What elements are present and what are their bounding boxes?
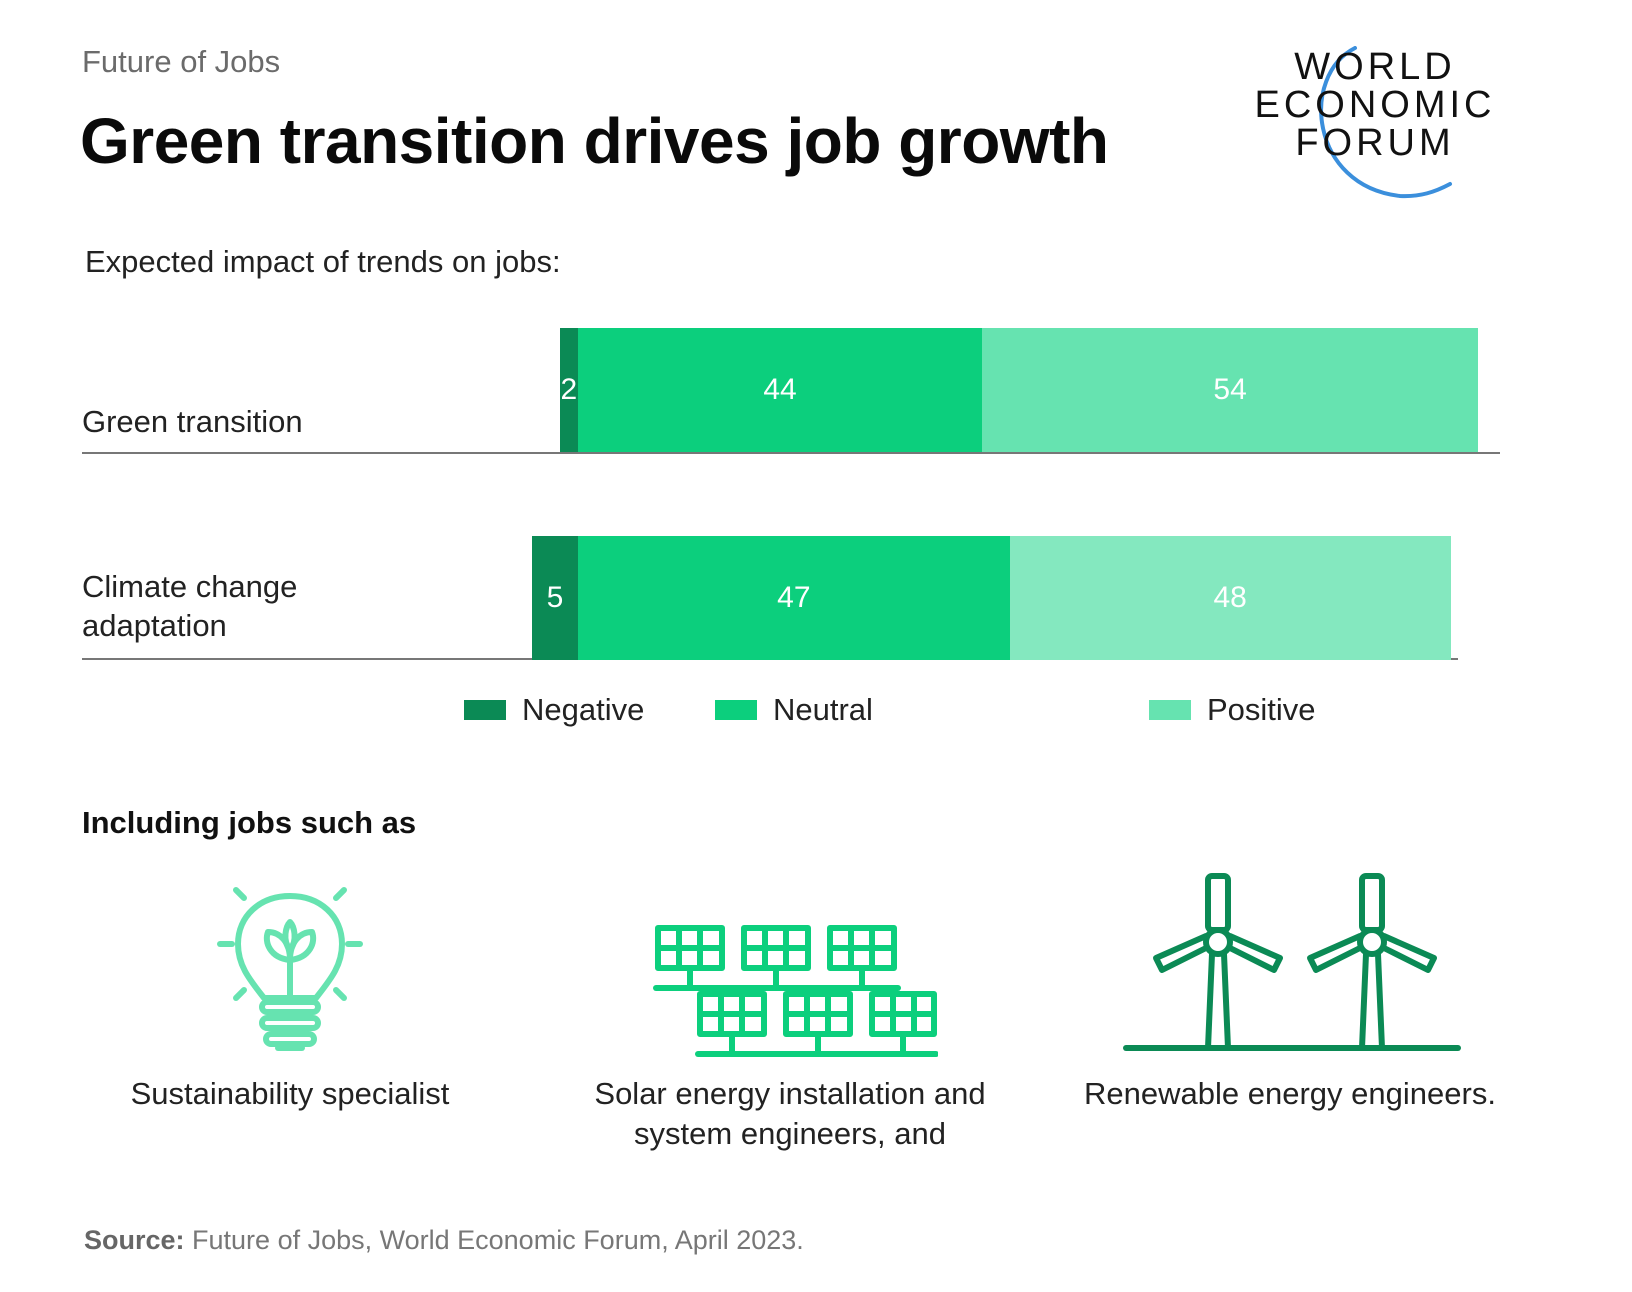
lightbulb-plant-icon xyxy=(217,887,363,1051)
bar-value-neutral-2: 47 xyxy=(777,581,811,614)
legend-swatch-positive xyxy=(1149,700,1191,720)
legend-label-neutral: Neutral xyxy=(773,692,873,727)
legend-negative: Negative xyxy=(464,692,644,728)
wind-turbines-icon xyxy=(1123,873,1461,1051)
job-caption-2-line-2: system engineers, and xyxy=(634,1116,946,1151)
source-label: Source: xyxy=(84,1225,185,1255)
source-note: Source: Future of Jobs, World Economic F… xyxy=(84,1225,804,1256)
job-caption-3: Renewable energy engineers. xyxy=(1070,1074,1510,1114)
job-caption-2: Solar energy installation and system eng… xyxy=(570,1074,1010,1154)
legend-positive: Positive xyxy=(1149,692,1316,728)
legend-swatch-negative xyxy=(464,700,506,720)
page-title: Green transition drives job growth xyxy=(80,105,1109,177)
bar-segment-negative-2 xyxy=(532,536,578,660)
jobs-heading: Including jobs such as xyxy=(82,805,417,840)
job-caption-2-line-1: Solar energy installation and xyxy=(594,1076,986,1111)
logo-arc xyxy=(1319,46,1452,199)
bar-segment-positive-2 xyxy=(1009,536,1451,660)
job-caption-1: Sustainability specialist xyxy=(90,1074,490,1114)
job-caption-1-line-1: Sustainability specialist xyxy=(130,1076,450,1111)
bar-segment-positive-1 xyxy=(982,328,1479,452)
logo-line-1: WORLD xyxy=(1294,46,1456,88)
chart-subtitle: Expected impact of trends on jobs: xyxy=(85,244,561,279)
bar-value-neutral-1: 44 xyxy=(763,373,797,406)
wef-logo: WORLD ECONOMIC FORUM xyxy=(1240,46,1510,206)
source-text: Future of Jobs, World Economic Forum, Ap… xyxy=(184,1225,804,1255)
legend-label-negative: Negative xyxy=(522,692,645,727)
row-label-climate-adaptation: Climate change adaptation xyxy=(82,569,298,643)
bar-value-positive-1: 54 xyxy=(1213,373,1247,406)
legend-swatch-neutral xyxy=(715,700,757,720)
bar-segment-neutral-1 xyxy=(578,328,983,452)
bar-value-positive-2: 48 xyxy=(1213,581,1247,614)
kicker-label: Future of Jobs xyxy=(82,44,281,79)
bar-segment-neutral-2 xyxy=(578,536,1010,660)
bar-value-negative-2: 5 xyxy=(546,581,564,614)
legend-label-positive: Positive xyxy=(1207,692,1316,727)
logo-line-3: FORUM xyxy=(1295,122,1455,164)
bar-value-negative-1: 2 xyxy=(560,373,578,406)
legend-neutral: Neutral xyxy=(715,692,873,728)
logo-line-2: ECONOMIC xyxy=(1254,84,1496,126)
solar-panels-icon xyxy=(653,925,938,1057)
bar-segment-negative-1 xyxy=(559,328,578,452)
row-label-green-transition: Green transition xyxy=(82,404,303,439)
job-caption-3-line-1: Renewable energy engineers. xyxy=(1084,1076,1496,1111)
row-baseline-1 xyxy=(82,452,1500,454)
